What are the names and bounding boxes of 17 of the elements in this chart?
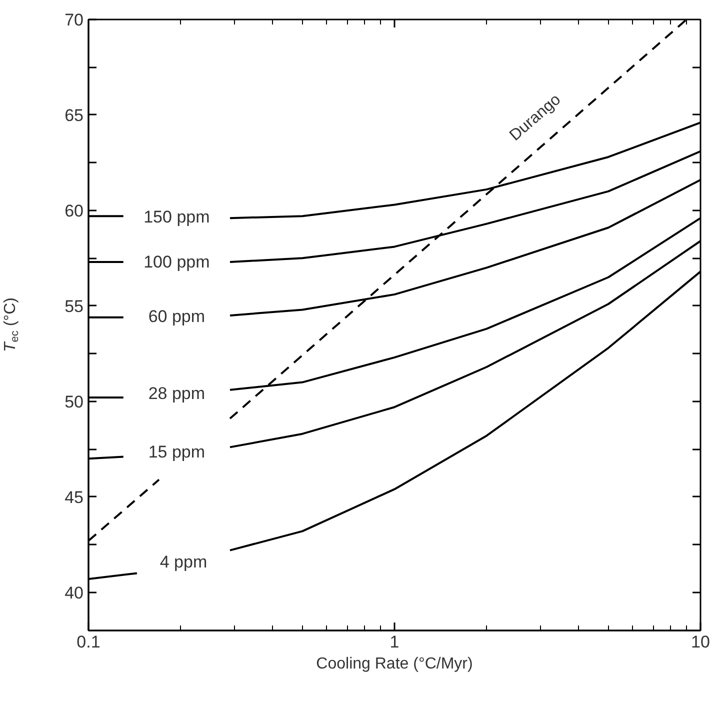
- x-axis-title: Cooling Rate (°C/Myr): [316, 656, 473, 672]
- series-label: 28 ppm: [148, 384, 206, 404]
- y-tick-label: 55: [64, 296, 84, 316]
- series-label: 4 ppm: [160, 552, 208, 572]
- series-label: 60 ppm: [148, 306, 206, 326]
- x-tick-label: 0.1: [76, 632, 100, 652]
- y-tick-label: 50: [64, 392, 84, 412]
- y-tick-label: 45: [64, 488, 84, 507]
- series-label: 150 ppm: [144, 208, 210, 227]
- x-tick-label: 1: [390, 632, 400, 652]
- y-tick-label: 60: [64, 201, 84, 220]
- x-tick-label: 10: [691, 632, 710, 652]
- y-tick-label: 65: [64, 106, 84, 125]
- series-label: 15 ppm: [148, 442, 206, 462]
- y-tick-label: 70: [64, 10, 84, 30]
- series-label: 100 ppm: [144, 252, 210, 272]
- y-tick-label: 40: [64, 583, 84, 602]
